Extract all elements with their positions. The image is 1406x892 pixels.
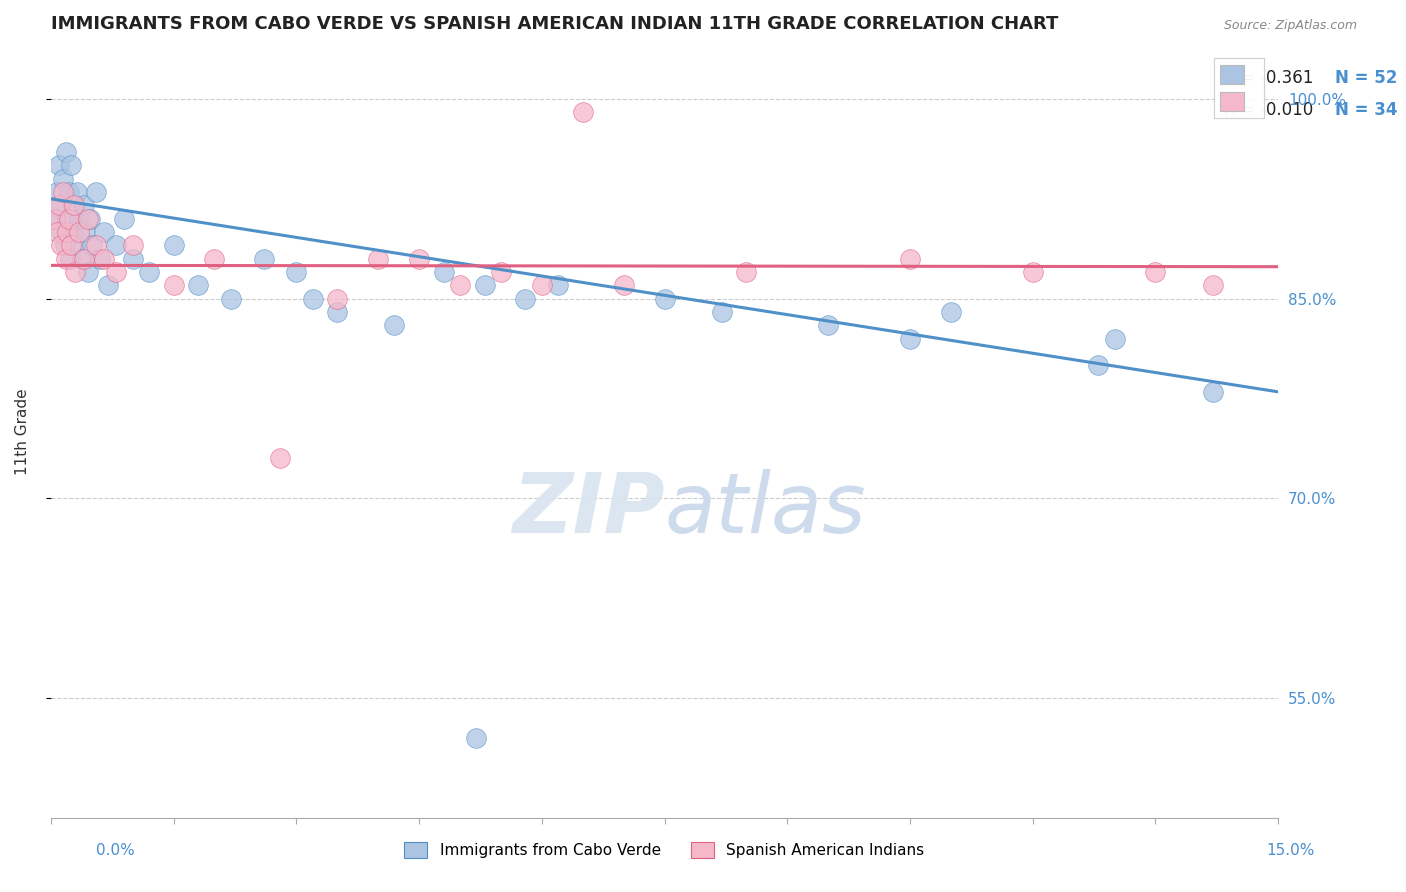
Point bbox=[52, 171, 75, 186]
Point bbox=[204, 252, 226, 266]
Point bbox=[1104, 332, 1126, 346]
Point bbox=[515, 292, 537, 306]
Point bbox=[46, 185, 69, 199]
Point bbox=[269, 451, 291, 466]
Point bbox=[89, 252, 111, 266]
Point bbox=[735, 265, 758, 279]
Point bbox=[62, 225, 84, 239]
Point bbox=[60, 238, 83, 252]
Point bbox=[66, 185, 89, 199]
Point bbox=[51, 198, 73, 212]
Text: R = -0.010: R = -0.010 bbox=[1225, 101, 1313, 119]
Text: Source: ZipAtlas.com: Source: ZipAtlas.com bbox=[1223, 19, 1357, 31]
Point bbox=[285, 265, 308, 279]
Point bbox=[121, 238, 143, 252]
Point bbox=[58, 211, 80, 226]
Point bbox=[49, 225, 72, 239]
Point bbox=[62, 198, 84, 212]
Point bbox=[1144, 265, 1167, 279]
Point bbox=[898, 252, 921, 266]
Point bbox=[817, 318, 839, 333]
Y-axis label: 11th Grade: 11th Grade bbox=[15, 389, 30, 475]
Point bbox=[187, 278, 209, 293]
Point bbox=[56, 225, 79, 239]
Point bbox=[49, 238, 72, 252]
Point bbox=[408, 252, 430, 266]
Point bbox=[56, 211, 79, 226]
Point bbox=[70, 252, 93, 266]
Point bbox=[1202, 384, 1225, 399]
Point bbox=[69, 225, 91, 239]
Point bbox=[69, 211, 91, 226]
Point bbox=[613, 278, 636, 293]
Point bbox=[76, 211, 98, 226]
Point bbox=[384, 318, 406, 333]
Point bbox=[252, 252, 274, 266]
Point bbox=[571, 105, 593, 120]
Point bbox=[53, 238, 76, 252]
Point bbox=[326, 305, 349, 319]
Point bbox=[72, 252, 94, 266]
Point bbox=[55, 252, 77, 266]
Point bbox=[326, 292, 349, 306]
Text: ZIP: ZIP bbox=[512, 468, 665, 549]
Point bbox=[654, 292, 676, 306]
Point bbox=[75, 225, 97, 239]
Point bbox=[60, 159, 83, 173]
Point bbox=[93, 225, 115, 239]
Point bbox=[58, 185, 80, 199]
Point bbox=[72, 198, 94, 212]
Point bbox=[449, 278, 471, 293]
Text: atlas: atlas bbox=[665, 468, 866, 549]
Point bbox=[48, 198, 70, 212]
Point bbox=[44, 211, 66, 226]
Legend: , : , bbox=[1213, 58, 1264, 118]
Point bbox=[97, 278, 120, 293]
Point bbox=[898, 332, 921, 346]
Point bbox=[1022, 265, 1045, 279]
Point bbox=[62, 198, 84, 212]
Point bbox=[55, 145, 77, 160]
Point bbox=[65, 265, 87, 279]
Text: N = 52: N = 52 bbox=[1334, 69, 1398, 87]
Point bbox=[162, 278, 184, 293]
Point bbox=[474, 278, 496, 293]
Point bbox=[65, 238, 87, 252]
Point bbox=[433, 265, 456, 279]
Text: R = -0.361: R = -0.361 bbox=[1225, 69, 1313, 87]
Point bbox=[121, 252, 143, 266]
Point bbox=[105, 238, 128, 252]
Point bbox=[939, 305, 962, 319]
Point bbox=[489, 265, 512, 279]
Point bbox=[79, 211, 101, 226]
Text: 15.0%: 15.0% bbox=[1267, 843, 1315, 857]
Point bbox=[52, 185, 75, 199]
Point bbox=[301, 292, 323, 306]
Point bbox=[710, 305, 733, 319]
Point bbox=[219, 292, 242, 306]
Point bbox=[84, 238, 107, 252]
Point bbox=[93, 252, 115, 266]
Point bbox=[1202, 278, 1225, 293]
Point bbox=[46, 225, 69, 239]
Text: 0.0%: 0.0% bbox=[96, 843, 135, 857]
Point bbox=[547, 278, 569, 293]
Point bbox=[48, 159, 70, 173]
Text: IMMIGRANTS FROM CABO VERDE VS SPANISH AMERICAN INDIAN 11TH GRADE CORRELATION CHA: IMMIGRANTS FROM CABO VERDE VS SPANISH AM… bbox=[51, 15, 1059, 33]
Point bbox=[84, 185, 107, 199]
Point bbox=[44, 211, 66, 226]
Point bbox=[1087, 358, 1109, 372]
Point bbox=[138, 265, 160, 279]
Point bbox=[530, 278, 553, 293]
Point bbox=[367, 252, 389, 266]
Point bbox=[162, 238, 184, 252]
Point bbox=[80, 238, 103, 252]
Point bbox=[465, 731, 488, 745]
Point bbox=[114, 211, 136, 226]
Text: N = 34: N = 34 bbox=[1334, 101, 1398, 119]
Point bbox=[105, 265, 128, 279]
Point bbox=[59, 252, 82, 266]
Point bbox=[76, 265, 98, 279]
